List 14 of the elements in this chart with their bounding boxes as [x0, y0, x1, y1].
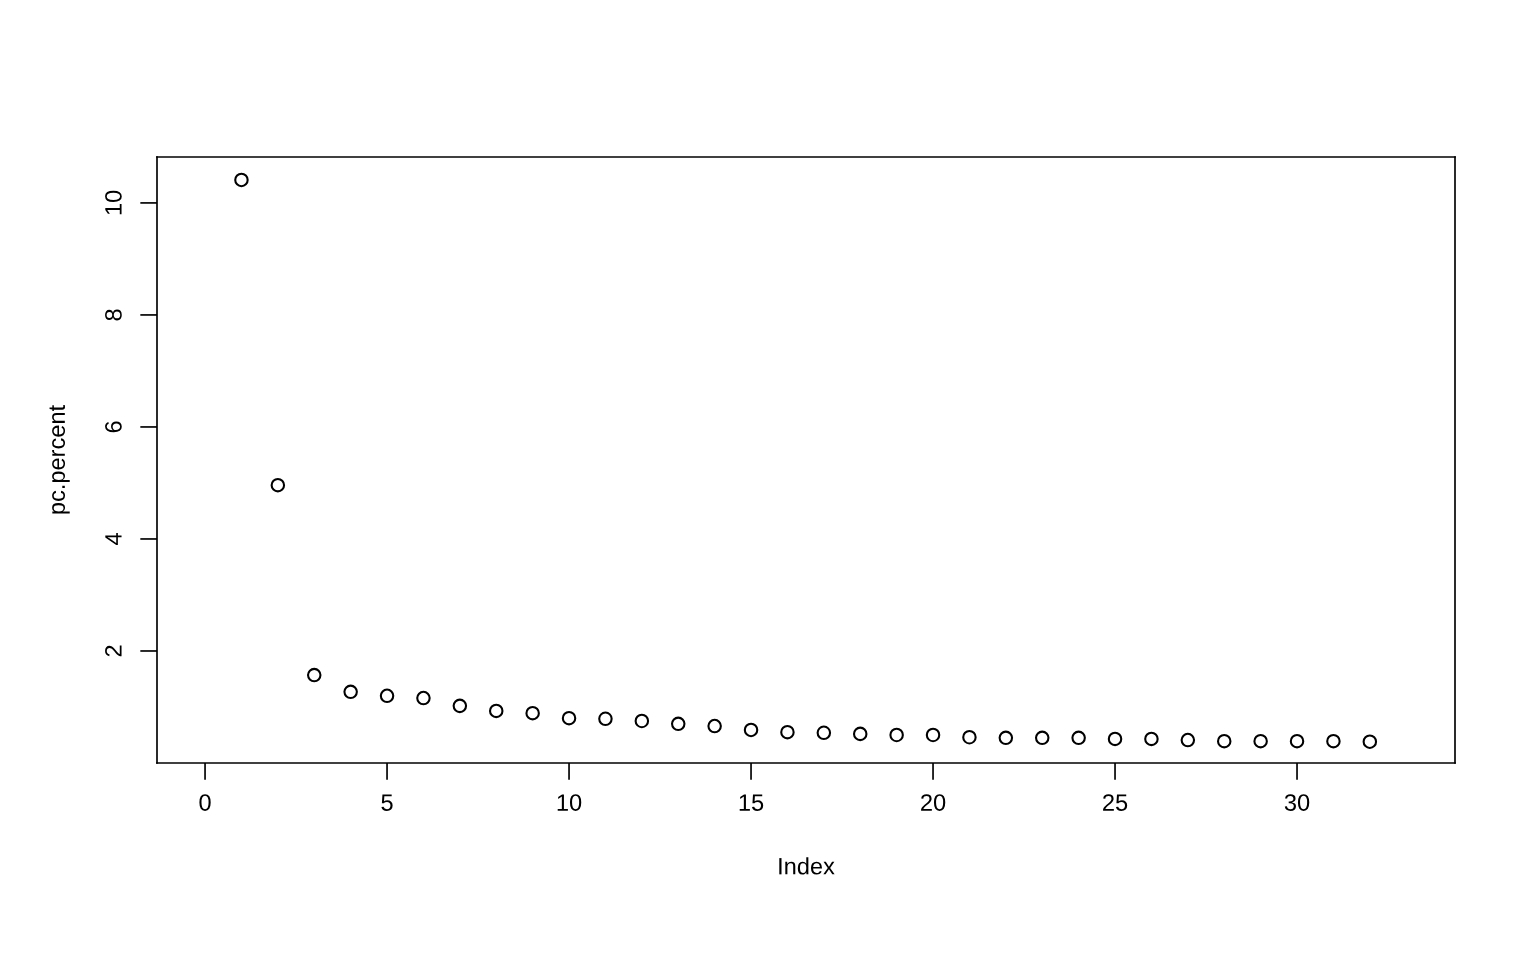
x-tick-label: 15: [739, 794, 764, 811]
x-tick-label: 10: [557, 794, 582, 811]
y-axis-title: pc.percent: [49, 405, 70, 514]
x-tick-label: 20: [921, 794, 946, 811]
x-tick-label: 5: [381, 794, 393, 811]
x-tick-label: 25: [1103, 794, 1128, 811]
y-tick-label: 6: [105, 421, 122, 433]
y-tick-label: 4: [105, 533, 122, 545]
y-tick-label: 10: [105, 190, 122, 215]
y-tick-label: 2: [105, 645, 122, 657]
y-tick-label: 8: [105, 309, 122, 321]
x-tick-label: 0: [199, 794, 211, 811]
x-axis-title: Index: [779, 857, 835, 875]
x-tick-label: 30: [1284, 794, 1310, 811]
